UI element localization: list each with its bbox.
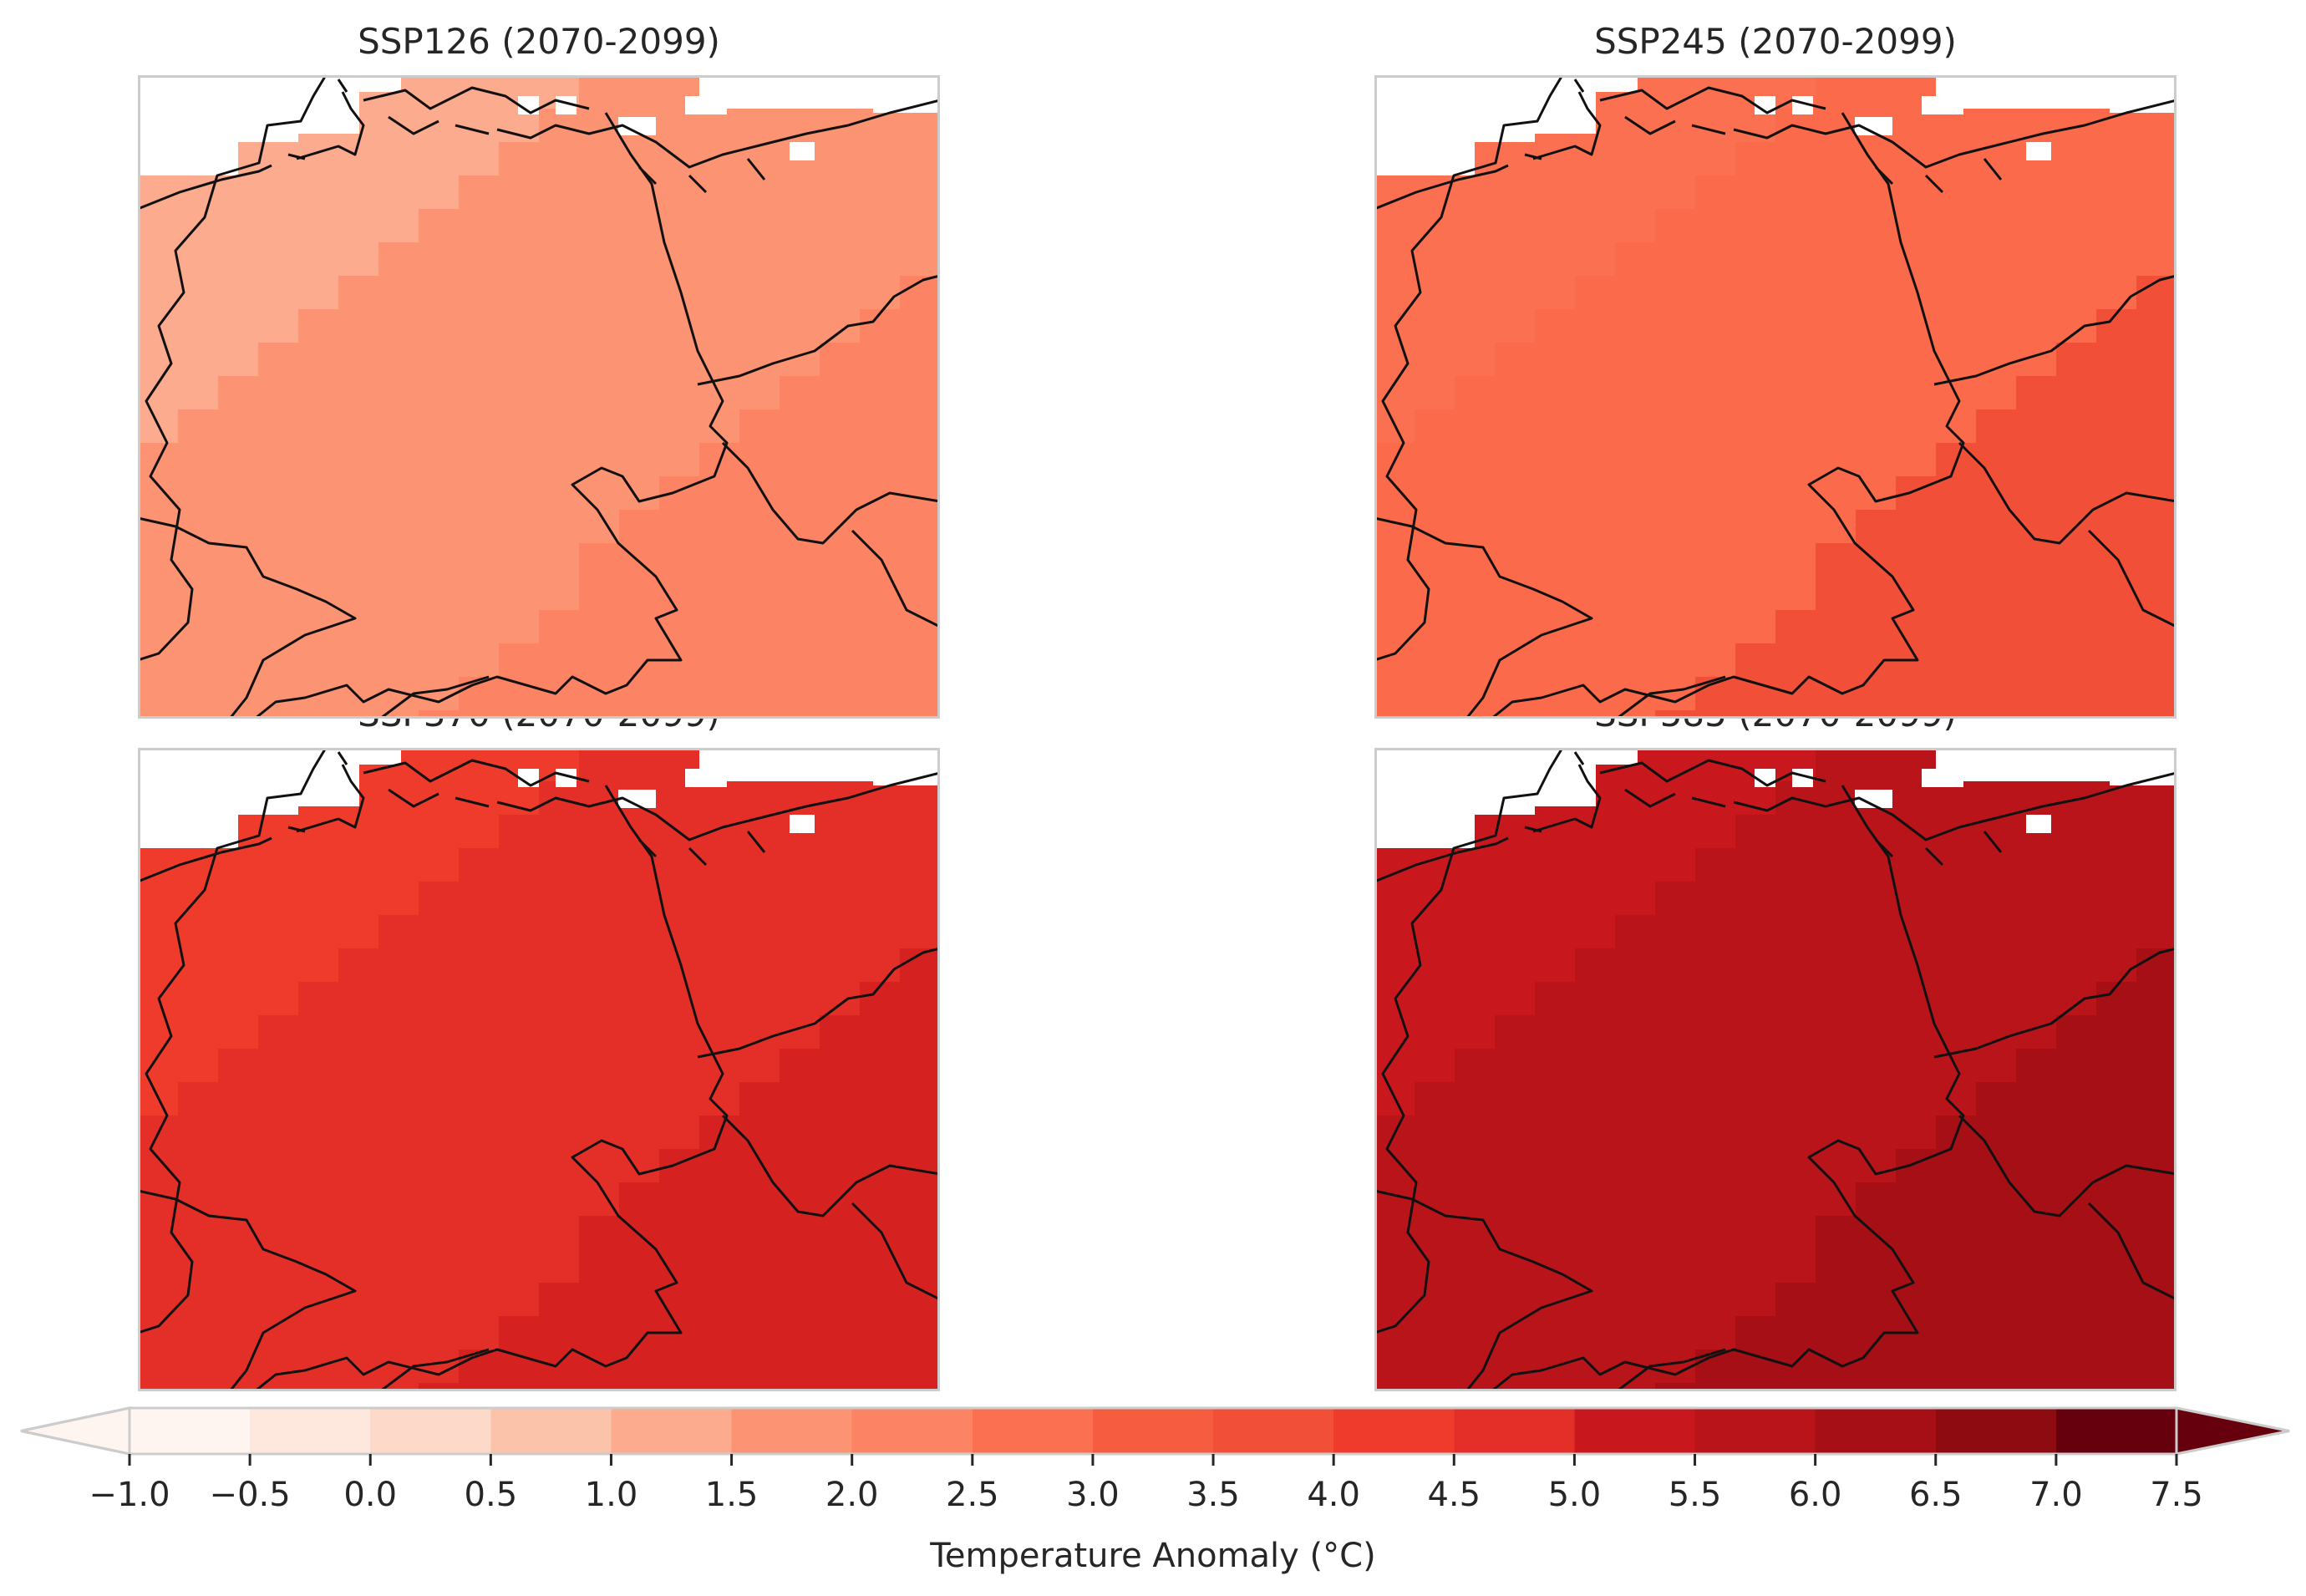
panel-frame bbox=[138, 748, 940, 1391]
map-panel-ssp245 bbox=[1374, 75, 2176, 719]
panel-frame bbox=[138, 75, 940, 719]
colorbar-bin bbox=[972, 1408, 1094, 1454]
country-borders bbox=[138, 75, 940, 719]
colorbar-bin bbox=[731, 1408, 853, 1454]
colorbar-tick-label: 4.0 bbox=[1307, 1476, 1360, 1514]
colorbar-tick-label: 4.5 bbox=[1427, 1476, 1481, 1514]
panel-title-2: SSP245 (2070-2099) bbox=[1594, 21, 1957, 62]
colorbar: −1.0 −0.5 0.0 0.5 1.0 1.5 2.0 2.5 3.0 3.5 4.0 4.5 5.… bbox=[20, 1406, 2290, 1575]
colorbar-bin bbox=[1333, 1408, 1455, 1454]
colorbar-tick-label: 6.0 bbox=[1789, 1476, 1842, 1514]
country-borders bbox=[138, 748, 940, 1391]
sea-mask bbox=[138, 75, 940, 175]
colorbar-tick-label: 2.0 bbox=[825, 1476, 879, 1514]
panel-title-1: SSP126 (2070-2099) bbox=[358, 21, 720, 62]
colorbar-bin bbox=[1694, 1408, 1816, 1454]
panel-frame bbox=[1374, 748, 2176, 1391]
colorbar-bin bbox=[1935, 1408, 2057, 1454]
colorbar-tick-label: 0.0 bbox=[343, 1476, 397, 1514]
anomaly-grid bbox=[138, 748, 940, 1391]
colorbar-bin bbox=[1092, 1408, 1214, 1454]
country-borders bbox=[1374, 748, 2176, 1391]
colorbar-bin bbox=[611, 1408, 733, 1454]
colorbar-tick-label: 7.0 bbox=[2029, 1476, 2083, 1514]
colorbar-tick-label: −1.0 bbox=[89, 1476, 170, 1514]
colorbar-tick-label: 5.5 bbox=[1669, 1476, 1722, 1514]
map-panel-ssp370 bbox=[138, 748, 940, 1391]
sea-mask bbox=[138, 748, 940, 848]
colorbar-bin bbox=[2055, 1408, 2177, 1454]
colorbar-tick-label: 1.5 bbox=[705, 1476, 759, 1514]
colorbar-bin bbox=[1815, 1408, 1937, 1454]
country-borders bbox=[1374, 75, 2176, 719]
colorbar-bin bbox=[250, 1408, 371, 1454]
colorbar-extend-high bbox=[2175, 1406, 2290, 1456]
colorbar-bin bbox=[130, 1408, 251, 1454]
colorbar-tick-label: 3.5 bbox=[1186, 1476, 1240, 1514]
colorbar-bin bbox=[370, 1408, 491, 1454]
colorbar-bin bbox=[1213, 1408, 1334, 1454]
colorbar-tick-label: 6.5 bbox=[1909, 1476, 1963, 1514]
panel-frame bbox=[1374, 75, 2176, 719]
sea-mask bbox=[1374, 748, 2176, 848]
colorbar-tick-label: 7.5 bbox=[2150, 1476, 2203, 1514]
colorbar-tick-label: 2.5 bbox=[946, 1476, 999, 1514]
colorbar-tick-label: 0.5 bbox=[465, 1476, 518, 1514]
map-panel-ssp126 bbox=[138, 75, 940, 719]
colorbar-tick-label: −0.5 bbox=[210, 1476, 291, 1514]
colorbar-tick-label: 5.0 bbox=[1548, 1476, 1602, 1514]
sea-mask bbox=[1374, 75, 2176, 175]
colorbar-bin bbox=[851, 1408, 973, 1454]
colorbar-bin bbox=[1454, 1408, 1575, 1454]
colorbar-ticks: −1.0 −0.5 0.0 0.5 1.0 1.5 2.0 2.5 3.0 3.5 4.0 4.5 5.… bbox=[89, 1454, 2203, 1514]
colorbar-extend-low bbox=[20, 1406, 131, 1456]
colorbar-bins bbox=[130, 1408, 2177, 1454]
colorbar-tick-label: 3.0 bbox=[1066, 1476, 1120, 1514]
colorbar-tick-label: 1.0 bbox=[585, 1476, 638, 1514]
colorbar-bin bbox=[490, 1408, 612, 1454]
colorbar-label: Temperature Anomaly (°C) bbox=[929, 1537, 1375, 1575]
colorbar-bin bbox=[1574, 1408, 1696, 1454]
map-panel-ssp585 bbox=[1374, 748, 2176, 1391]
